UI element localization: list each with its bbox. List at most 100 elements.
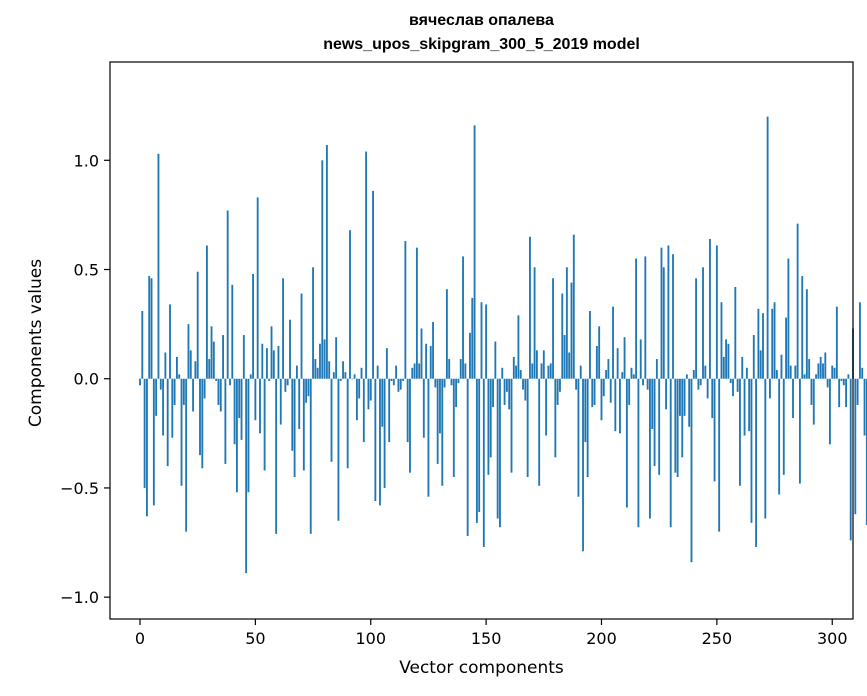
bar [704, 365, 707, 379]
bar [579, 365, 582, 379]
bar [316, 367, 319, 379]
bar [265, 348, 268, 379]
bar [727, 343, 730, 379]
bar [531, 363, 534, 379]
bar [337, 378, 340, 521]
bar [268, 378, 271, 381]
bar [614, 378, 617, 432]
bar [801, 276, 804, 379]
bar [815, 374, 818, 379]
bar [203, 378, 206, 399]
bar [187, 324, 190, 379]
bar [487, 378, 490, 475]
plot-frame [109, 61, 854, 620]
bar [842, 378, 845, 386]
bar [229, 378, 231, 386]
bar [399, 378, 402, 390]
bar [582, 378, 584, 552]
bar [602, 378, 605, 397]
bar [565, 267, 568, 379]
bar [425, 343, 428, 379]
bar [568, 352, 571, 379]
bar [799, 378, 801, 484]
bar [734, 286, 737, 379]
bar [178, 374, 181, 379]
bar [148, 276, 151, 379]
bar [639, 339, 642, 379]
bar [245, 378, 248, 574]
bar [739, 378, 741, 486]
y-axis-label: Components values [26, 258, 46, 428]
bar [367, 378, 370, 410]
bar [175, 356, 178, 379]
bar [427, 378, 430, 497]
bar [247, 378, 250, 493]
bar [192, 378, 194, 412]
bar [462, 256, 464, 379]
bar [683, 378, 686, 416]
bar [499, 378, 501, 528]
bar [840, 378, 843, 381]
bar [616, 348, 619, 379]
bar [420, 328, 423, 379]
bar [600, 378, 603, 421]
bar [681, 378, 684, 458]
bar [619, 378, 621, 434]
bar [725, 339, 728, 379]
bar [471, 297, 474, 379]
bar [182, 378, 185, 405]
bar [729, 378, 732, 384]
bar [688, 378, 691, 427]
bar [660, 247, 663, 379]
bar [321, 160, 324, 379]
bar [464, 363, 467, 379]
bar [743, 378, 746, 436]
bar [402, 378, 404, 381]
bar [849, 378, 852, 541]
x-tick-label: 300 [817, 629, 848, 648]
bars-group [139, 116, 867, 574]
bar [415, 247, 418, 379]
bar [628, 378, 631, 405]
bar [607, 359, 610, 379]
bar [865, 378, 867, 526]
bar [529, 236, 531, 379]
bar [752, 335, 755, 379]
bar [152, 378, 155, 506]
bar [222, 335, 224, 379]
bar [545, 378, 548, 436]
bar [355, 378, 358, 421]
bar [429, 345, 432, 379]
bar [404, 241, 407, 379]
bar [480, 302, 483, 379]
bar [466, 378, 469, 536]
bar [459, 359, 462, 379]
bar [722, 356, 725, 379]
y-tick-label: 0.5 [74, 261, 99, 280]
bar [685, 374, 688, 379]
bar [180, 378, 183, 486]
bar [863, 378, 866, 436]
bar [577, 378, 580, 497]
bar [277, 345, 280, 379]
bar [595, 345, 598, 379]
bar [319, 343, 321, 379]
bar [637, 378, 640, 528]
bar [780, 354, 783, 379]
bar [284, 378, 287, 392]
bar [173, 378, 176, 405]
bar [764, 378, 767, 519]
bar [485, 304, 488, 379]
bar [155, 378, 158, 416]
bar [478, 378, 481, 512]
bar [808, 359, 811, 379]
bar [690, 378, 693, 563]
bar [621, 372, 624, 379]
bar [732, 378, 734, 397]
bar [552, 278, 554, 379]
bar [235, 378, 238, 493]
bar [413, 363, 416, 379]
bar [817, 363, 820, 379]
bar [771, 308, 774, 379]
bar [436, 378, 439, 464]
